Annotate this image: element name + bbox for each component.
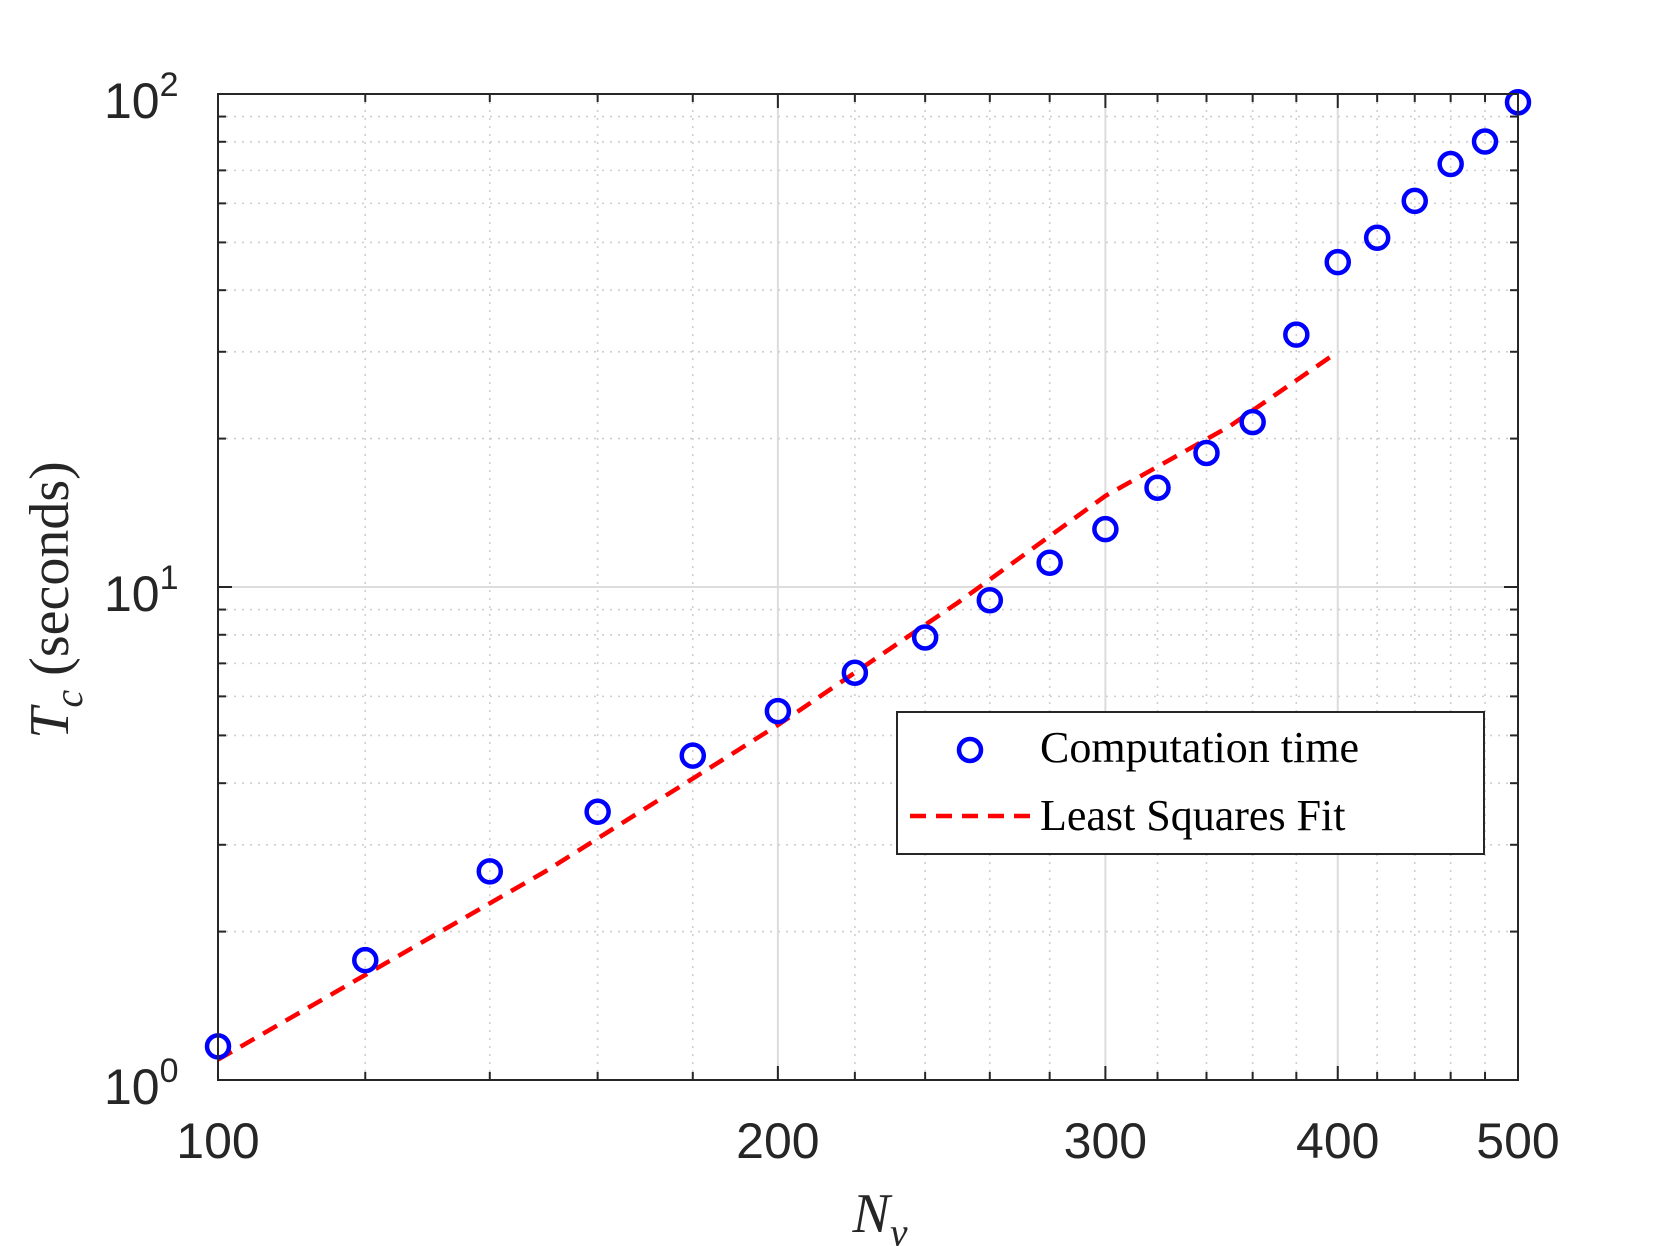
data-points <box>204 89 1532 1060</box>
x-axis-label-var: N <box>851 1183 892 1245</box>
y-axis-label: Tc (seconds) <box>19 461 91 739</box>
computation-time-point <box>476 858 504 885</box>
computation-time-point <box>976 586 1004 614</box>
y-tick-label: 102 <box>104 66 179 129</box>
computation-time-point <box>1324 248 1352 276</box>
y-tick-labels: 100 101 102 <box>104 66 179 1115</box>
computation-time-point <box>764 697 792 725</box>
y-tick-label: 100 <box>104 1052 179 1115</box>
computation-time-point <box>1144 474 1171 501</box>
legend-box <box>896 711 1485 855</box>
y-axis-label-var: T <box>19 704 81 739</box>
x-tick-labels: 100 200 300 400 500 <box>176 1113 1559 1169</box>
legend: Computation time Least Squares Fit <box>896 711 1485 855</box>
least-squares-fit-line <box>216 349 1340 1062</box>
computation-time-point <box>1471 128 1499 155</box>
x-axis-label: Ny <box>851 1183 907 1246</box>
axis-ticks <box>217 93 1519 1081</box>
computation-time-point <box>911 624 939 651</box>
legend-label-least-squares-fit: Least Squares Fit <box>1040 791 1346 840</box>
y-axis-label-unit: (seconds) <box>19 461 81 676</box>
computation-time-point <box>1193 439 1220 467</box>
computation-time-point <box>352 946 379 974</box>
computation-time-point <box>1401 187 1428 215</box>
computation-time-point <box>1283 321 1310 348</box>
y-tick-label: 101 <box>104 559 179 622</box>
computation-time-point <box>1437 150 1464 178</box>
x-tick-label: 300 <box>1064 1113 1147 1169</box>
x-tick-label: 500 <box>1476 1113 1559 1169</box>
x-tick-label: 400 <box>1296 1113 1379 1169</box>
computation-time-point <box>1036 549 1063 576</box>
y-axis-label-sub: c <box>46 690 91 708</box>
computation-time-point <box>584 798 611 826</box>
computation-time-point <box>679 742 707 769</box>
computation-time-point <box>841 659 869 686</box>
x-axis-label-sub: y <box>886 1210 908 1246</box>
computation-time-point <box>1363 224 1391 251</box>
x-tick-label: 100 <box>176 1113 259 1169</box>
grid-lines <box>218 94 1518 1080</box>
computation-time-point <box>1092 515 1119 543</box>
fit-series <box>216 349 1340 1062</box>
computation-time-point <box>1239 408 1266 436</box>
legend-label-computation-time: Computation time <box>1040 723 1359 772</box>
legend-marker-computation-time <box>956 736 984 764</box>
x-tick-label: 200 <box>736 1113 819 1169</box>
